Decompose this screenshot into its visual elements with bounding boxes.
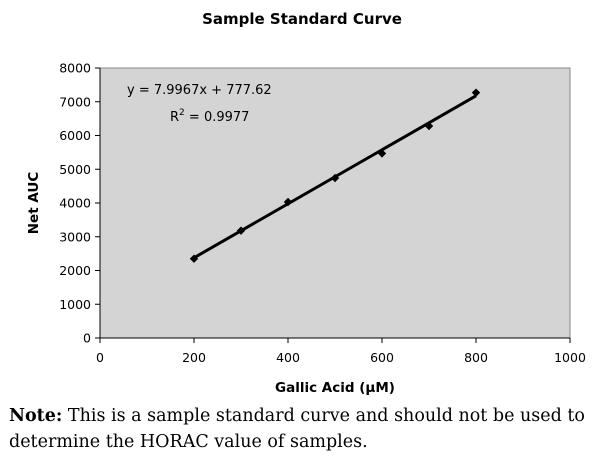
y-tick-label: 2000 <box>59 263 91 278</box>
x-tick-label: 1000 <box>554 350 586 365</box>
x-tick-label: 800 <box>464 350 488 365</box>
y-axis-label: Net AUC <box>26 172 42 235</box>
data-point <box>189 254 199 263</box>
x-axis: 0 200 400 600 800 1000 <box>96 337 586 365</box>
data-point <box>424 121 434 131</box>
data-point <box>330 173 340 183</box>
y-tick-label: 1000 <box>59 297 91 312</box>
note-paragraph: Note: This is a sample standard curve an… <box>9 403 594 455</box>
y-axis: 0 1000 2000 3000 4000 5000 6000 7000 8000 <box>59 61 101 346</box>
data-point <box>283 197 293 207</box>
note-text: This is a sample standard curve and shou… <box>9 406 585 452</box>
data-point <box>471 88 481 97</box>
data-points <box>189 88 481 263</box>
chart-title: Sample Standard Curve <box>202 10 402 28</box>
y-tick-label: 5000 <box>59 162 91 177</box>
r-squared-label: R2 = 0.9977 <box>170 108 249 125</box>
r-squared-value: = 0.9977 <box>185 110 250 125</box>
x-tick-label: 0 <box>96 350 104 365</box>
r-squared-symbol: R <box>170 110 179 125</box>
y-tick-label: 6000 <box>59 128 91 143</box>
x-axis-label: Gallic Acid (μM) <box>275 380 395 396</box>
x-tick-label: 400 <box>276 350 300 365</box>
x-tick-label: 200 <box>182 350 206 365</box>
data-point <box>377 149 387 158</box>
r-squared-exponent: 2 <box>179 108 185 118</box>
note-label: Note: <box>9 406 63 426</box>
y-tick-label: 7000 <box>59 94 91 109</box>
y-tick-label: 0 <box>83 331 91 346</box>
y-tick-label: 3000 <box>59 229 91 244</box>
data-point <box>236 226 246 235</box>
y-tick-label: 4000 <box>59 196 91 211</box>
y-tick-label: 8000 <box>59 61 91 76</box>
plot-area <box>99 67 571 339</box>
standard-curve-chart: Sample Standard Curve 010002000300040005… <box>26 10 586 396</box>
x-tick-label: 600 <box>370 350 394 365</box>
trendline-equation: y = 7.9967x + 777.62 <box>127 83 272 98</box>
